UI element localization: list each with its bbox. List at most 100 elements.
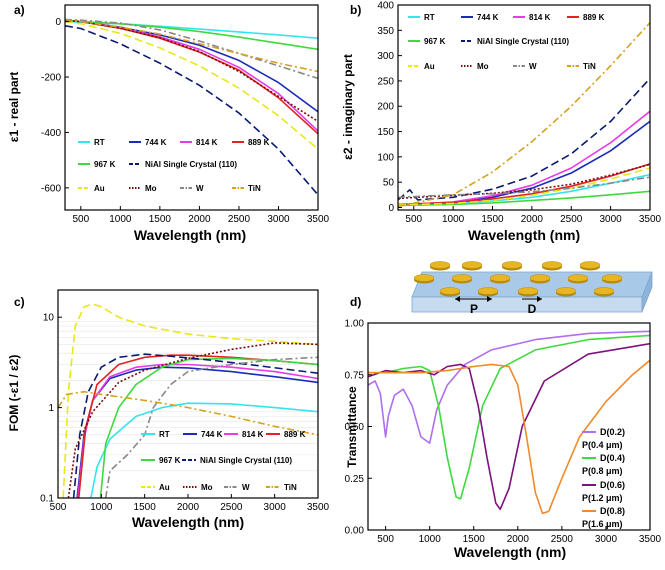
plot-frame	[397, 4, 651, 211]
x-axis-label: Wavelength (nm)	[132, 514, 244, 530]
x-tick-label: 3500	[307, 502, 330, 513]
panel-label: c)	[14, 295, 25, 309]
y-axis-label: ε2 - imaginary part	[341, 54, 355, 160]
x-tick-label: 3500	[639, 534, 662, 545]
legend-label: 814 K	[196, 138, 218, 147]
y-tick-label: -400	[41, 128, 61, 139]
legend-label: 814 K	[529, 13, 551, 22]
x-tick-label: 2000	[177, 502, 200, 513]
series-line	[398, 163, 650, 206]
legend-label: D(0.8)	[600, 506, 625, 516]
series-line	[65, 19, 318, 51]
panel-label: a)	[14, 3, 25, 17]
x-tick-label: 3000	[267, 214, 290, 225]
x-tick-label: 2500	[551, 534, 574, 545]
x-tick-label: 3000	[595, 534, 618, 545]
x-axis-label: Wavelength (nm)	[134, 227, 246, 243]
legend-label: TiN	[583, 62, 596, 71]
x-tick-label: 2000	[188, 214, 211, 225]
y-tick-label: 100	[377, 152, 394, 163]
x-tick-label: 1500	[134, 502, 157, 513]
legend-label: D(0.2)	[600, 427, 625, 437]
y-tick-label: 1	[48, 403, 54, 414]
y-tick-label: 10	[43, 313, 55, 324]
y-tick-label: 0.1	[40, 494, 54, 505]
nanodisk-top	[555, 287, 577, 295]
legend-label: P(0.8 μm)	[582, 466, 623, 476]
legend-label: D(0.4)	[600, 453, 625, 463]
panel-1: 500 1000 1500 2000 2500 3000 3500 0 50 100 150 200 2…	[341, 1, 662, 244]
legend-label: 889 K	[583, 13, 605, 22]
series-line	[398, 190, 650, 207]
series-line	[65, 25, 318, 196]
legend-label: RT	[159, 430, 170, 439]
series-line	[62, 303, 318, 498]
y-tick-label: 250	[377, 76, 394, 87]
series-line	[398, 110, 650, 206]
y-tick-label: 0	[55, 17, 61, 28]
x-tick-label: 1000	[109, 214, 132, 225]
x-tick-label: 3000	[264, 502, 287, 513]
legend-label: Au	[159, 483, 170, 492]
series-line	[65, 18, 318, 73]
y-tick-label: 200	[377, 102, 394, 113]
legend-label: NiAl Single Crystal (110)	[200, 456, 292, 465]
legend-label: TiN	[284, 483, 297, 492]
y-axis-label: Transmittance	[345, 386, 359, 468]
y-tick-label: 300	[377, 51, 394, 62]
series-line	[368, 334, 650, 500]
series-line	[58, 390, 318, 436]
nanodisk-top	[451, 274, 473, 282]
y-tick-label: 50	[383, 178, 395, 189]
legend-label: P(0.4 μm)	[582, 440, 623, 450]
legend-label: Au	[94, 184, 105, 193]
nanodisk-top	[593, 287, 615, 295]
series-line	[398, 167, 650, 206]
x-tick-label: 500	[50, 502, 67, 513]
x-tick-label: 2500	[560, 214, 583, 225]
legend-label: RT	[94, 138, 105, 147]
series-line	[368, 330, 650, 444]
panel-3: 500 1000 1500 2000 2500 3000 3500 0.00 0.25 0.50 0…	[345, 295, 662, 560]
x-tick-label: 500	[72, 214, 89, 225]
panel-2: 500 1000 1500 2000 2500 3000 3500 0.1 1 10 c) Wavel…	[7, 289, 330, 530]
legend-label: 744 K	[145, 138, 167, 147]
legend-label: Mo	[477, 62, 489, 71]
x-tick-label: 2500	[228, 214, 251, 225]
y-tick-label: 0.00	[345, 526, 365, 537]
y-tick-label: 1.00	[345, 319, 365, 330]
series-line	[104, 356, 318, 498]
panel-0: 500 1000 1500 2000 2500 3000 3500 0 -200 -400 -600…	[7, 3, 330, 243]
x-tick-label: 1500	[149, 214, 172, 225]
series-line	[398, 77, 650, 201]
y-tick-label: 0.50	[345, 422, 365, 433]
series-line	[368, 359, 650, 515]
x-tick-label: 1000	[90, 502, 113, 513]
legend-label: 744 K	[201, 430, 223, 439]
series-line	[99, 357, 318, 498]
nanodisk-top	[529, 274, 551, 282]
legend-label: 889 K	[284, 430, 306, 439]
series-line	[65, 18, 318, 80]
y-tick-label: 150	[377, 127, 394, 138]
legend-label: NiAl Single Crystal (110)	[145, 160, 237, 169]
nanodisk-top	[541, 261, 563, 269]
legend-label: 967 K	[159, 456, 181, 465]
nanodisk-top	[439, 287, 461, 295]
x-tick-label: 2500	[220, 502, 243, 513]
x-tick-label: 3500	[307, 214, 330, 225]
nanodisk-top	[429, 261, 451, 269]
y-tick-label: -600	[41, 183, 61, 194]
x-tick-label: 3000	[600, 214, 623, 225]
legend-label: W	[529, 62, 537, 71]
y-tick-label: 0	[388, 203, 394, 214]
x-tick-label: 3500	[639, 214, 662, 225]
legend-label: 814 K	[242, 430, 264, 439]
x-axis-label: Wavelength (nm)	[454, 544, 566, 560]
y-axis-label: FOM (-ε1 / ε2)	[7, 355, 21, 432]
y-tick-label: 400	[377, 1, 394, 12]
x-tick-label: 500	[377, 534, 394, 545]
legend-label: NiAl Single Crystal (110)	[477, 37, 569, 46]
